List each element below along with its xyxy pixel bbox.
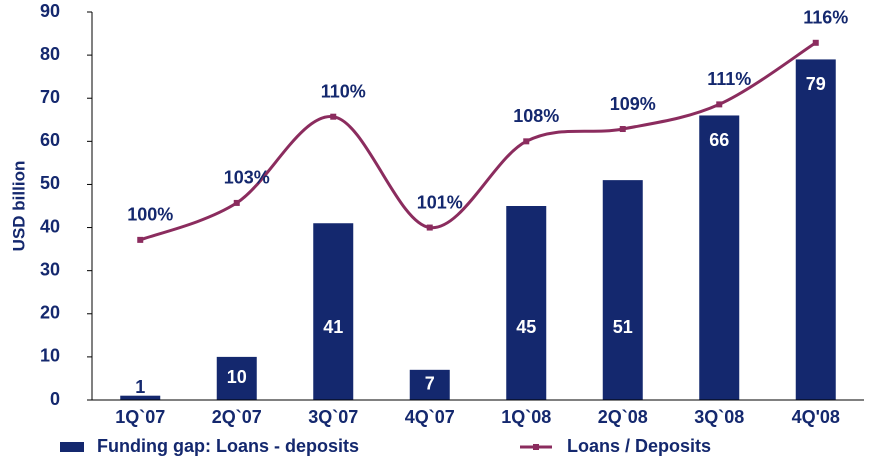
line-value-label: 100% bbox=[127, 205, 173, 225]
line-marker bbox=[812, 39, 819, 46]
bar-value-label: 79 bbox=[806, 74, 826, 94]
line-value-label: 110% bbox=[321, 81, 366, 101]
line-marker bbox=[137, 236, 144, 243]
y-tick-label: 20 bbox=[40, 303, 60, 323]
x-tick-label: 3Q`07 bbox=[308, 407, 358, 427]
line-marker bbox=[619, 126, 626, 133]
x-tick-label: 2Q`08 bbox=[598, 407, 648, 427]
line-value-label: 111% bbox=[707, 69, 751, 89]
bar bbox=[699, 115, 740, 400]
y-tick-label: 40 bbox=[40, 216, 60, 236]
bar bbox=[602, 180, 643, 400]
y-tick-label: 50 bbox=[40, 173, 60, 193]
x-tick-label: 4Q`07 bbox=[405, 407, 455, 427]
bar bbox=[795, 59, 836, 401]
line-marker bbox=[233, 199, 240, 206]
line-marker bbox=[716, 101, 723, 108]
bar bbox=[506, 206, 547, 400]
y-tick-label: 0 bbox=[50, 389, 60, 409]
y-tick-label: 60 bbox=[40, 130, 60, 150]
legend-label: Funding gap: Loans - deposits bbox=[97, 436, 359, 456]
x-tick-label: 4Q'08 bbox=[792, 407, 840, 427]
bar bbox=[409, 369, 450, 400]
legend-swatch-marker bbox=[533, 444, 539, 450]
bar-value-label: 51 bbox=[613, 317, 633, 337]
bar bbox=[120, 395, 161, 400]
x-tick-label: 1Q`07 bbox=[115, 407, 165, 427]
bar-value-label: 66 bbox=[709, 130, 729, 150]
line-value-label: 116% bbox=[803, 8, 848, 28]
y-tick-label: 90 bbox=[40, 1, 60, 21]
legend-label: Loans / Deposits bbox=[567, 436, 711, 456]
bar-value-label: 1 bbox=[135, 377, 145, 397]
y-tick-label: 10 bbox=[40, 346, 60, 366]
line-value-label: 108% bbox=[513, 106, 559, 126]
line-value-label: 101% bbox=[417, 192, 463, 212]
x-tick-label: 2Q`07 bbox=[212, 407, 262, 427]
x-tick-label: 3Q`08 bbox=[694, 407, 744, 427]
bar bbox=[313, 223, 354, 400]
line bbox=[139, 41, 817, 242]
y-tick-label: 30 bbox=[40, 259, 60, 279]
bar-value-label: 41 bbox=[323, 317, 343, 337]
line-value-label: 103% bbox=[224, 168, 270, 188]
x-tick-label: 1Q`08 bbox=[501, 407, 551, 427]
y-axis-label: USD billion bbox=[9, 161, 28, 252]
line-marker bbox=[330, 113, 337, 120]
legend-swatch bbox=[60, 442, 84, 452]
bar-value-label: 10 bbox=[227, 367, 247, 387]
line-marker bbox=[426, 224, 433, 231]
bar-value-label: 45 bbox=[516, 317, 536, 337]
line-marker bbox=[523, 138, 530, 145]
bar-value-label: 7 bbox=[425, 374, 435, 394]
y-tick-label: 70 bbox=[40, 87, 60, 107]
line-value-label: 109% bbox=[610, 94, 656, 114]
y-tick-label: 80 bbox=[40, 44, 60, 64]
bar bbox=[216, 356, 257, 400]
